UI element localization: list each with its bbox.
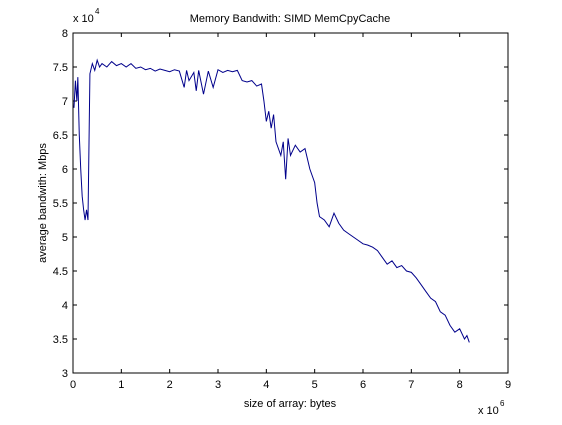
y-tick-label: 3 bbox=[62, 368, 68, 380]
x-tick-label: 6 bbox=[360, 379, 366, 391]
y-tick-label: 5.5 bbox=[53, 198, 68, 210]
chart-title: Memory Bandwith: SIMD MemCpyCache bbox=[190, 13, 391, 25]
y-exponent: 4 bbox=[95, 7, 100, 16]
y-tick-label: 8 bbox=[62, 28, 68, 40]
y-tick-label: 6 bbox=[62, 164, 68, 176]
x-multiplier: x 10 bbox=[478, 405, 499, 417]
data-line bbox=[73, 58, 470, 343]
x-tick-label: 8 bbox=[457, 379, 463, 391]
x-tick-label: 3 bbox=[215, 379, 221, 391]
x-tick-label: 1 bbox=[118, 379, 124, 391]
y-tick-label: 4 bbox=[62, 300, 68, 312]
x-tick-label: 2 bbox=[167, 379, 173, 391]
x-tick-label: 7 bbox=[408, 379, 414, 391]
y-tick-label: 7 bbox=[62, 96, 68, 108]
x-tick-label: 9 bbox=[505, 379, 511, 391]
y-multiplier: x 10 bbox=[73, 13, 94, 25]
y-tick-label: 5 bbox=[62, 232, 68, 244]
y-tick-label: 4.5 bbox=[53, 266, 68, 278]
plot-frame bbox=[72, 32, 509, 374]
x-axis-label: size of array: bytes bbox=[244, 398, 337, 410]
x-tick-label: 4 bbox=[263, 379, 269, 391]
y-tick-label: 7.5 bbox=[53, 62, 68, 74]
x-tick-label: 0 bbox=[70, 379, 76, 391]
y-axis-label: average bandwith: Mbps bbox=[37, 143, 49, 263]
x-exponent: 6 bbox=[500, 399, 505, 408]
y-tick-label: 6.5 bbox=[53, 130, 68, 142]
x-tick-label: 5 bbox=[312, 379, 318, 391]
y-tick-label: 3.5 bbox=[53, 334, 68, 346]
